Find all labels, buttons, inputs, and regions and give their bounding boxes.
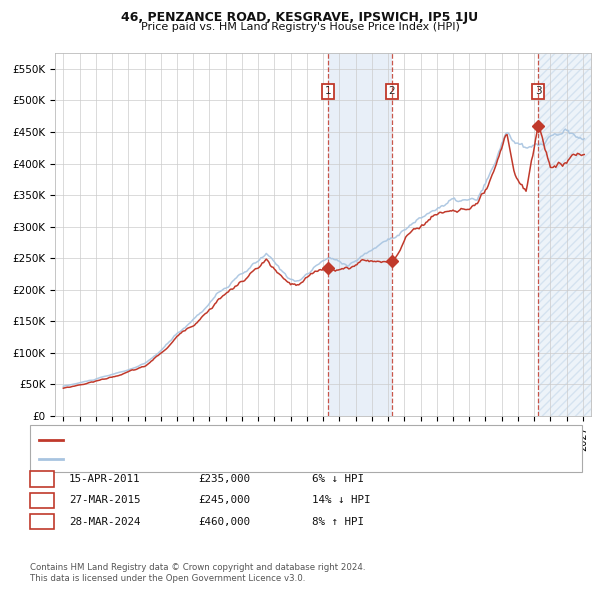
Text: Price paid vs. HM Land Registry's House Price Index (HPI): Price paid vs. HM Land Registry's House … <box>140 22 460 32</box>
Text: 46, PENZANCE ROAD, KESGRAVE, IPSWICH, IP5 1JU: 46, PENZANCE ROAD, KESGRAVE, IPSWICH, IP… <box>121 11 479 24</box>
Text: 28-MAR-2024: 28-MAR-2024 <box>69 517 140 526</box>
Text: 3: 3 <box>535 86 541 96</box>
Text: 8% ↑ HPI: 8% ↑ HPI <box>312 517 364 526</box>
Text: 6% ↓ HPI: 6% ↓ HPI <box>312 474 364 484</box>
Text: Contains HM Land Registry data © Crown copyright and database right 2024.: Contains HM Land Registry data © Crown c… <box>30 563 365 572</box>
Text: 3: 3 <box>38 517 46 526</box>
Bar <box>538 53 591 416</box>
Text: 15-APR-2011: 15-APR-2011 <box>69 474 140 484</box>
Text: HPI: Average price, detached house, East Suffolk: HPI: Average price, detached house, East… <box>67 454 311 464</box>
Text: 1: 1 <box>38 474 46 484</box>
Text: 1: 1 <box>325 86 331 96</box>
Bar <box>328 53 392 416</box>
Text: This data is licensed under the Open Government Licence v3.0.: This data is licensed under the Open Gov… <box>30 574 305 583</box>
Text: £245,000: £245,000 <box>198 496 250 505</box>
Text: 14% ↓ HPI: 14% ↓ HPI <box>312 496 371 505</box>
Text: £460,000: £460,000 <box>198 517 250 526</box>
Text: 2: 2 <box>38 496 46 505</box>
Text: 46, PENZANCE ROAD, KESGRAVE, IPSWICH, IP5 1JU (detached house): 46, PENZANCE ROAD, KESGRAVE, IPSWICH, IP… <box>67 435 412 445</box>
Text: £235,000: £235,000 <box>198 474 250 484</box>
Text: 27-MAR-2015: 27-MAR-2015 <box>69 496 140 505</box>
Text: 2: 2 <box>389 86 395 96</box>
